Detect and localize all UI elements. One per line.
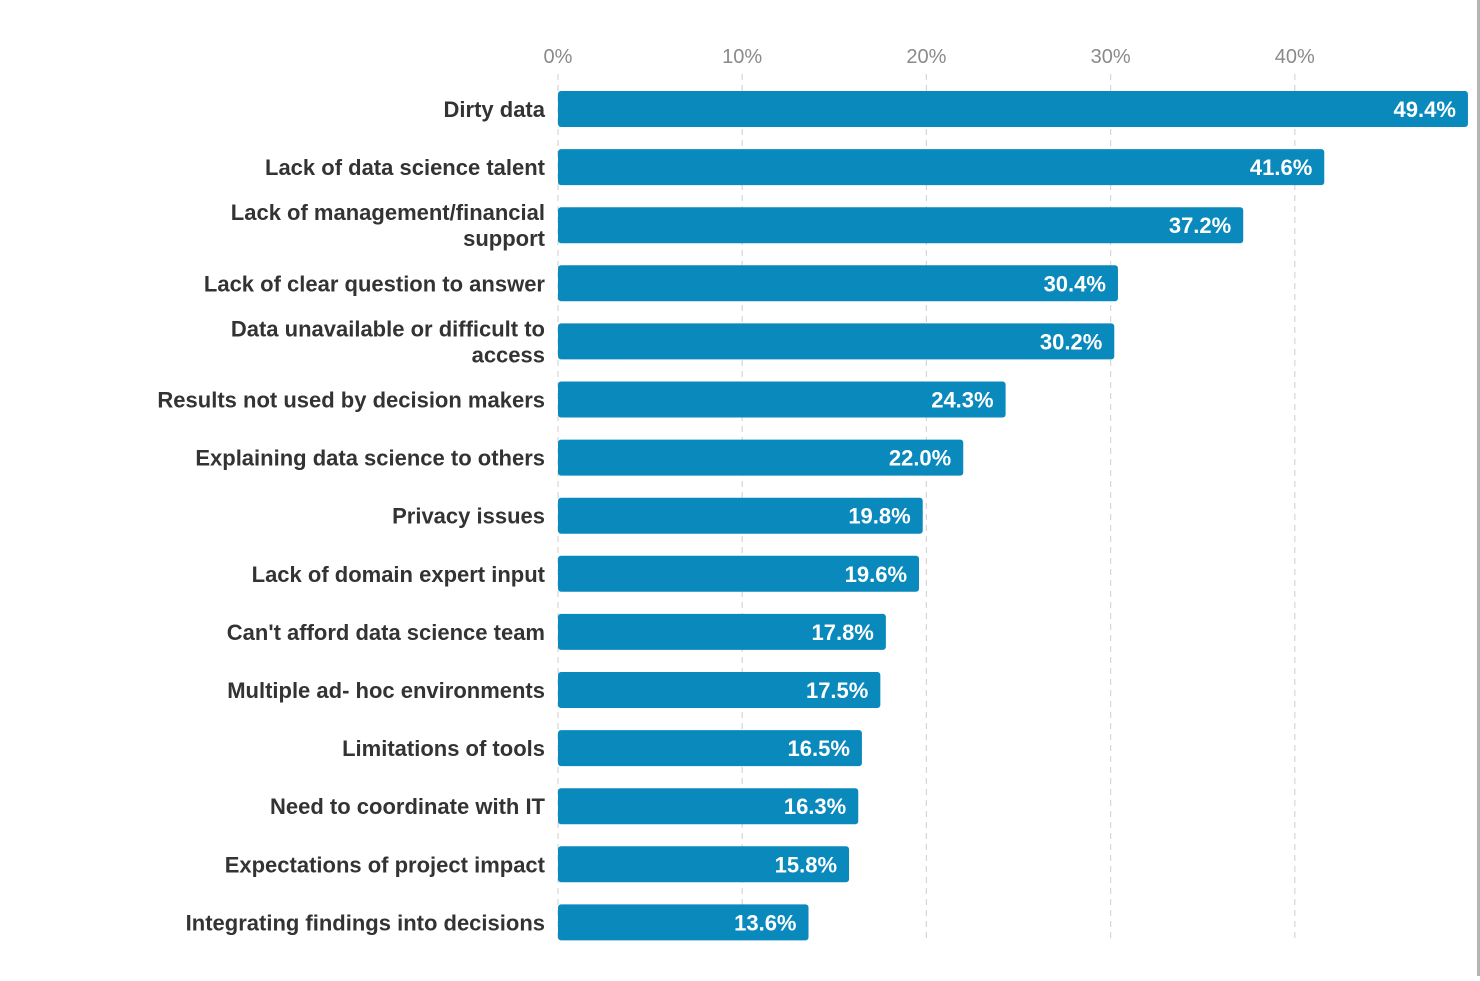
x-tick-label: 20%	[906, 46, 946, 68]
bar-value-label: 41.6%	[1250, 155, 1312, 180]
category-labels: Dirty data Lack of data science talent Lac…	[157, 97, 545, 935]
bar-row: 19.8%	[558, 497, 923, 534]
bar-value-label: 15.8%	[775, 852, 837, 877]
x-axis-ticks: 0% 10% 20% 30% 40%	[544, 46, 1315, 68]
category-label: Limitations of tools	[342, 736, 545, 761]
bar	[558, 149, 1325, 186]
bar-row: 16.5%	[558, 730, 862, 767]
bar-value-label: 30.4%	[1044, 271, 1106, 296]
category-label: Dirty data	[444, 97, 546, 122]
category-label: Lack of clear question to answer	[204, 271, 546, 296]
category-label-line: Integrating findings into decisions	[186, 910, 545, 935]
bar-value-label: 16.5%	[788, 736, 850, 761]
category-label-line: Lack of domain expert input	[252, 562, 546, 587]
bar	[558, 207, 1244, 244]
bar-value-label: 22.0%	[889, 446, 951, 471]
category-label: Privacy issues	[392, 504, 545, 529]
bar-value-label: 17.8%	[811, 620, 873, 645]
bar	[558, 381, 1006, 418]
category-label-line: Lack of data science talent	[265, 155, 546, 180]
category-label: Need to coordinate with IT	[270, 794, 546, 819]
bar-value-label: 13.6%	[734, 910, 796, 935]
category-label-line: Explaining data science to others	[195, 446, 545, 471]
category-label-line: Results not used by decision makers	[157, 388, 545, 413]
category-label: Data unavailable or difficult to access	[231, 316, 545, 367]
bar-row: 16.3%	[558, 788, 859, 825]
category-label: Lack of data science talent	[265, 155, 546, 180]
bar-row: 41.6%	[558, 149, 1325, 186]
x-tick-label: 40%	[1275, 46, 1315, 68]
bar-value-label: 49.4%	[1394, 97, 1456, 122]
category-label-line: Privacy issues	[392, 504, 545, 529]
bar-row: 49.4%	[558, 91, 1468, 127]
category-label: Lack of domain expert input	[252, 562, 546, 587]
x-tick-label: 30%	[1091, 46, 1131, 68]
bar-row: 30.4%	[558, 265, 1118, 302]
x-tick-label: 0%	[544, 46, 573, 68]
category-label: Lack of management/financial support	[231, 200, 546, 251]
bar	[558, 730, 862, 767]
bar-row: 37.2%	[558, 207, 1244, 244]
bar-row: 19.6%	[558, 555, 920, 592]
bar	[558, 846, 850, 883]
category-label-line: Data unavailable or difficult to	[231, 316, 545, 341]
bar	[558, 613, 886, 650]
category-label: Can't afford data science team	[227, 620, 545, 645]
category-label-line: Multiple ad- hoc environments	[227, 678, 545, 703]
category-label-line: Lack of management/financial	[231, 200, 545, 225]
bars: 49.4% 41.6% 37.2% 30.4% 30.2% 24.3% 22.0% 19.8%…	[558, 91, 1468, 941]
bar-value-label: 16.3%	[784, 794, 846, 819]
category-label: Integrating findings into decisions	[186, 910, 545, 935]
bar	[558, 672, 881, 708]
bar	[558, 91, 1468, 127]
bar	[558, 497, 923, 534]
x-tick-label: 10%	[722, 46, 762, 68]
category-label-line: Expectations of project impact	[225, 852, 546, 877]
bar-row: 15.8%	[558, 846, 850, 883]
bar	[558, 323, 1115, 360]
bar	[558, 555, 920, 592]
bar	[558, 788, 859, 825]
bar-value-label: 37.2%	[1169, 213, 1231, 238]
category-label-line: Can't afford data science team	[227, 620, 545, 645]
bar-row: 17.8%	[558, 613, 886, 650]
bar-row: 13.6%	[558, 904, 809, 941]
bar-row: 30.2%	[558, 323, 1115, 360]
category-label: Multiple ad- hoc environments	[227, 678, 545, 703]
category-label-line: Need to coordinate with IT	[270, 794, 546, 819]
category-label: Expectations of project impact	[225, 852, 546, 877]
bar-row: 24.3%	[558, 381, 1006, 418]
category-label-line: Dirty data	[444, 97, 546, 122]
bar-value-label: 30.2%	[1040, 329, 1102, 354]
bar	[558, 904, 809, 941]
right-edge-border	[1477, 0, 1480, 976]
category-label-line: Lack of clear question to answer	[204, 271, 546, 296]
bar	[558, 439, 964, 476]
category-label: Results not used by decision makers	[157, 388, 545, 413]
category-label-line: Limitations of tools	[342, 736, 545, 761]
bar-value-label: 17.5%	[806, 678, 868, 703]
bar-value-label: 19.6%	[845, 562, 907, 587]
bar-value-label: 19.8%	[848, 504, 910, 529]
category-label: Explaining data science to others	[195, 446, 545, 471]
bar	[558, 265, 1118, 302]
bar-value-label: 24.3%	[931, 388, 993, 413]
category-label-line: access	[472, 342, 545, 367]
bar-row: 17.5%	[558, 672, 881, 708]
category-label-line: support	[463, 226, 546, 251]
bar-row: 22.0%	[558, 439, 964, 476]
